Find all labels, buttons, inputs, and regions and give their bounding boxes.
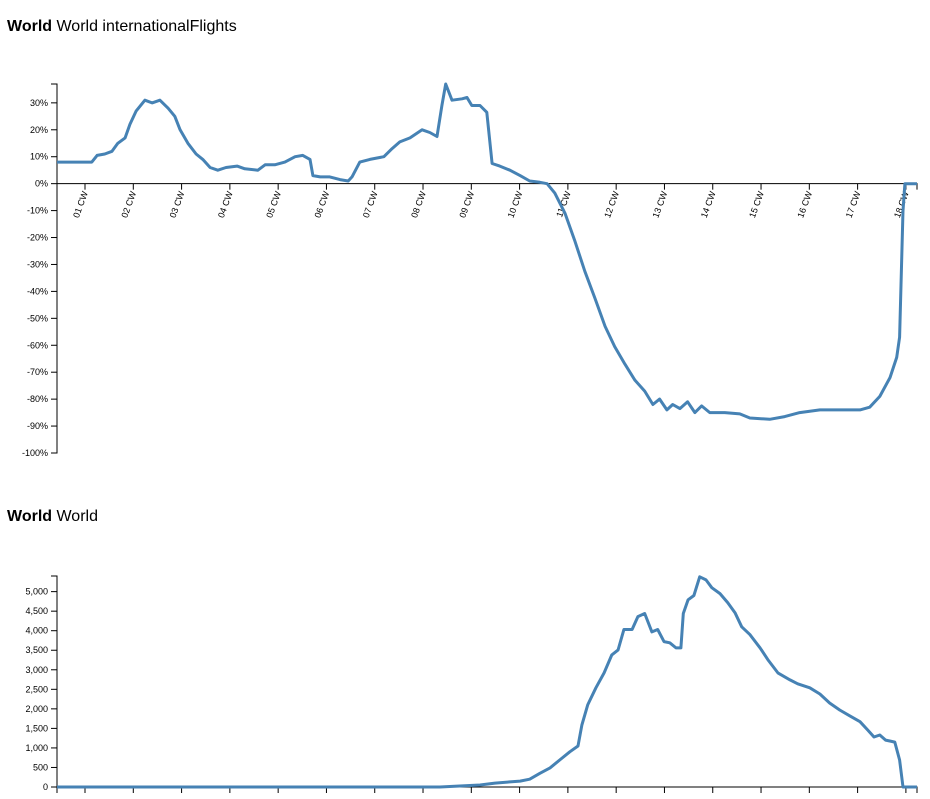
title-bold: World <box>7 508 52 525</box>
y-tick-label: 500 <box>33 762 48 772</box>
y-tick-label: 5,000 <box>25 587 48 597</box>
y-tick-label: 3,500 <box>25 645 48 655</box>
x-tick-label: 06 CW <box>313 189 332 219</box>
data-line <box>57 82 917 421</box>
y-tick-label: -90% <box>27 421 48 431</box>
chart-title: World World <box>7 508 98 525</box>
x-tick-label: 05 CW <box>264 189 283 219</box>
y-tick-label: -30% <box>27 259 48 269</box>
x-tick-label: 10 CW <box>506 189 525 219</box>
x-axis <box>56 786 918 793</box>
y-tick-label: 0% <box>35 179 48 189</box>
y-tick-label: 2,500 <box>25 684 48 694</box>
x-tick-label: 08 CW <box>409 189 428 219</box>
x-tick-label: 17 CW <box>844 189 863 219</box>
y-tick-label: -60% <box>27 340 48 350</box>
y-tick-label: -40% <box>27 286 48 296</box>
x-tick-label: 16 CW <box>795 189 814 219</box>
data-line <box>57 575 917 789</box>
y-tick-label: 1,000 <box>25 743 48 753</box>
x-axis <box>56 183 918 190</box>
x-tick-label: 03 CW <box>168 189 187 219</box>
y-tick-label: 4,500 <box>25 606 48 616</box>
y-axis <box>51 575 58 788</box>
y-tick-label: 30% <box>30 98 48 108</box>
y-tick-label: -70% <box>27 367 48 377</box>
y-tick-label: 3,000 <box>25 665 48 675</box>
y-tick-label: 10% <box>30 152 48 162</box>
y-tick-label: -10% <box>27 206 48 216</box>
y-tick-label: -80% <box>27 394 48 404</box>
title-bold: World <box>7 18 52 35</box>
x-tick-label: 13 CW <box>651 189 670 219</box>
y-tick-label: -100% <box>22 448 48 458</box>
title-rest: World internationalFlights <box>56 18 236 35</box>
x-tick-label: 15 CW <box>747 189 766 219</box>
x-tick-label: 02 CW <box>119 189 138 219</box>
y-tick-label: 20% <box>30 125 48 135</box>
x-tick-label: 14 CW <box>699 189 718 219</box>
y-tick-label: 1,500 <box>25 723 48 733</box>
y-tick-label: 2,000 <box>25 704 48 714</box>
x-tick-label: 11 CW <box>554 189 573 218</box>
x-tick-label: 04 CW <box>216 189 235 219</box>
x-tick-label: 01 CW <box>71 189 90 219</box>
y-tick-label: 4,000 <box>25 626 48 636</box>
chart-title: World World internationalFlights <box>7 18 237 35</box>
y-tick-label: 0 <box>43 782 48 792</box>
title-rest: World <box>56 508 98 525</box>
x-tick-label: 07 CW <box>361 189 380 219</box>
y-tick-label: -50% <box>27 313 48 323</box>
x-tick-label: 12 CW <box>602 189 621 219</box>
y-axis <box>51 83 58 454</box>
y-tick-label: -20% <box>27 233 48 243</box>
x-tick-label: 09 CW <box>457 189 476 219</box>
